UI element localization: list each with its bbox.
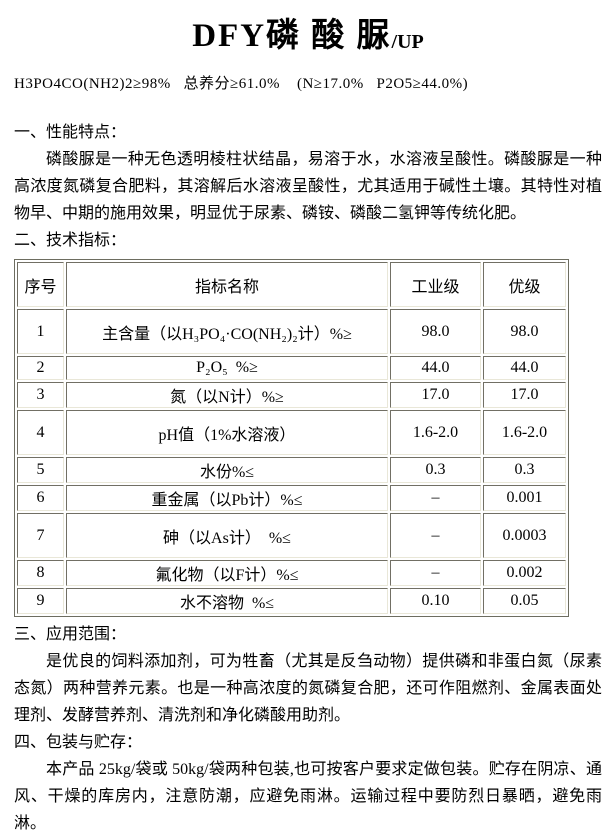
row-number: 6 (17, 485, 64, 511)
row-premium-value: 1.6-2.0 (483, 410, 566, 455)
formula-line: H3PO4CO(NH2)2≥98% 总养分≥61.0% (N≥17.0% P2O… (14, 76, 469, 92)
row-premium-value: 98.0 (483, 309, 566, 354)
row-number: 4 (17, 410, 64, 455)
row-premium-value: 0.05 (483, 588, 566, 614)
table-row: 3 氮（以N计）%≥ 17.0 17.0 (17, 382, 566, 408)
row-number: 7 (17, 513, 64, 558)
section-heading-specs: 二、技术指标： (14, 232, 127, 249)
table-row: 1 主含量（以H₃PO₄·CO(NH₂)₂计）%≥ 98.0 98.0 (17, 309, 566, 354)
page-title-text: DFY磷 酸 脲 (192, 18, 392, 54)
row-indicator-name: 砷（以As计） %≤ (66, 513, 388, 558)
section-body-packaging: 本产品 25kg/袋或 50kg/袋两种包装,也可按客户要求定做包装。贮存在阴凉… (14, 761, 602, 832)
row-indicator-name: pH值（1%水溶液） (66, 410, 388, 455)
row-industrial-value: 98.0 (390, 309, 481, 354)
table-row: 4 pH值（1%水溶液） 1.6-2.0 1.6-2.0 (17, 410, 566, 455)
col-header-premium: 优级 (483, 262, 566, 307)
col-header-name: 指标名称 (66, 262, 388, 307)
row-industrial-value: 44.0 (390, 356, 481, 380)
spec-table: 序号 指标名称 工业级 优级 1 主含量（以H₃PO₄·CO(NH₂)₂计）%≥ 9… (14, 259, 569, 617)
row-industrial-value: – (390, 560, 481, 586)
row-premium-value: 0.0003 (483, 513, 566, 558)
row-industrial-value: 17.0 (390, 382, 481, 408)
row-indicator-name: 氮（以N计）%≥ (66, 382, 388, 408)
row-indicator-name: 氟化物（以F计）%≤ (66, 560, 388, 586)
page-title-suffix: /UP (391, 31, 424, 53)
row-indicator-name: 主含量（以H₃PO₄·CO(NH₂)₂计）%≥ (66, 309, 388, 354)
row-indicator-name: 重金属（以Pb计）%≤ (66, 485, 388, 511)
row-premium-value: 44.0 (483, 356, 566, 380)
row-industrial-value: 0.10 (390, 588, 481, 614)
col-header-industrial: 工业级 (390, 262, 481, 307)
section-heading-application: 三、应用范围： (14, 626, 127, 643)
table-row: 6 重金属（以Pb计）%≤ –0.001 (17, 485, 566, 511)
row-industrial-value: – (390, 513, 481, 558)
section-heading-performance: 一、性能特点： (14, 124, 127, 141)
row-indicator-name: 水份%≤ (66, 457, 388, 483)
row-industrial-value: – (390, 485, 481, 511)
row-premium-value: 0.002 (483, 560, 566, 586)
row-number: 3 (17, 382, 64, 408)
table-row: 9 水不溶物 %≤ 0.10 0.05 (17, 588, 566, 614)
section-heading-packaging: 四、包装与贮存： (14, 734, 143, 751)
table-row: 5 水份%≤ 0.3 0.3 (17, 457, 566, 483)
row-industrial-value: 0.3 (390, 457, 481, 483)
row-indicator-name: 水不溶物 %≤ (66, 588, 388, 614)
col-header-number: 序号 (17, 262, 64, 307)
row-premium-value: 0.3 (483, 457, 566, 483)
row-number: 8 (17, 560, 64, 586)
row-number: 9 (17, 588, 64, 614)
spec-table-body: 1 主含量（以H₃PO₄·CO(NH₂)₂计）%≥ 98.0 98.0 2 P₂O₅ %≥… (17, 309, 566, 614)
page-title: DFY磷 酸 脲/UP (14, 8, 602, 56)
table-row: 7 砷（以As计） %≤ –0.0003 (17, 513, 566, 558)
row-indicator-name: P₂O₅ %≥ (66, 356, 388, 380)
row-premium-value: 17.0 (483, 382, 566, 408)
row-premium-value: 0.001 (483, 485, 566, 511)
section-body-application: 是优良的饲料添加剂，可为牲畜（尤其是反刍动物）提供磷和非蛋白氮（尿素态氮）两种营… (14, 653, 602, 724)
table-row: 8 氟化物（以F计）%≤ –0.002 (17, 560, 566, 586)
table-header-row: 序号 指标名称 工业级 优级 (17, 262, 566, 307)
section-body-performance: 磷酸脲是一种无色透明棱柱状结晶，易溶于水，水溶液呈酸性。磷酸脲是一种高浓度氮磷复… (14, 151, 602, 222)
row-industrial-value: 1.6-2.0 (390, 410, 481, 455)
row-number: 5 (17, 457, 64, 483)
row-number: 2 (17, 356, 64, 380)
row-number: 1 (17, 309, 64, 354)
table-row: 2 P₂O₅ %≥ 44.0 44.0 (17, 356, 566, 380)
